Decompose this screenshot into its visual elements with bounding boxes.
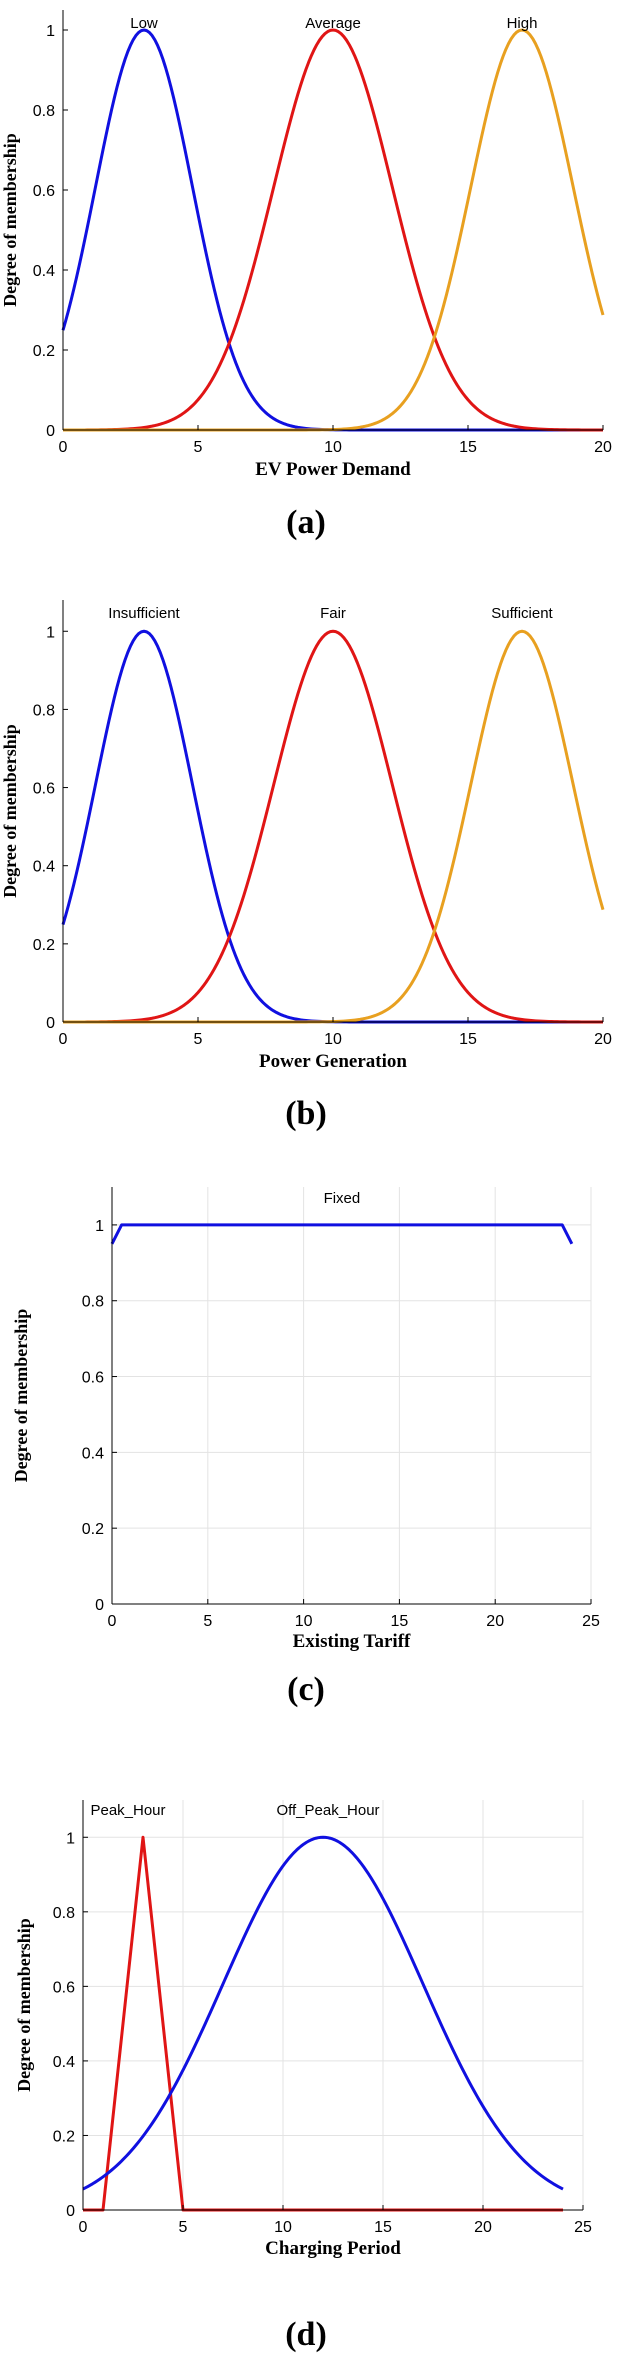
y-tick-label: 0.8 [33,702,55,719]
series-line-high [63,28,605,432]
chart-panel-0: Low Average High 0 5 10 15 20 0 0.2 0.4 0.6 0.8 1 EV P… [0,10,612,541]
y-tick-label: 0.8 [33,103,55,120]
y-axis-title: Degree of membership [0,724,20,898]
x-tick-label: 20 [594,1031,612,1048]
y-tick-label: 0.2 [33,343,55,360]
y-tick-label: 0.2 [53,2128,75,2145]
y-tick-label: 1 [95,1218,104,1235]
y-tick-label: 0.4 [33,859,55,876]
y-axis-title: Degree of membership [11,1309,31,1483]
y-tick-label: 0.6 [33,781,55,798]
x-tick-label: 20 [474,2219,492,2236]
y-tick-label: 0.2 [33,937,55,954]
set-label: Fair [320,605,346,622]
y-axis-title: Degree of membership [0,133,20,307]
y-tick-label: 0 [46,1015,55,1032]
y-tick-label: 0.2 [82,1521,104,1538]
x-tick-label: 25 [574,2219,592,2236]
y-tick-label: 0.8 [53,1905,75,1922]
set-label: Off_Peak_Hour [276,1802,379,1819]
x-axis-title: Power Generation [259,1051,407,1072]
set-label: High [507,15,538,32]
chart-panel-1: Insufficient Fair Sufficient 0 5 10 15 20 0 0.2 0.… [0,600,612,1132]
x-tick-label: 0 [59,1031,68,1048]
set-label: Average [305,15,361,32]
x-tick-label: 5 [203,1613,212,1630]
y-tick-label: 1 [46,624,55,641]
series-line-fair [62,629,604,1024]
x-tick-label: 10 [295,1613,313,1630]
set-label: Sufficient [491,605,553,622]
y-tick-label: 0.4 [33,263,55,280]
series-line-off-peak-hour [82,1835,564,2191]
x-tick-label: 5 [194,439,203,456]
set-label: Fixed [324,1190,361,1207]
chart-caption: (d) [285,2316,327,2353]
y-tick-label: 0 [46,423,55,440]
set-label: Insufficient [108,605,180,622]
y-tick-label: 0.4 [82,1445,104,1462]
x-tick-label: 15 [374,2219,392,2236]
chart-panel-2: Fixed 0 5 10 15 20 25 0 0.2 0.4 0.6 0.8 1 Existing Ta… [11,1187,600,1708]
x-tick-label: 10 [324,439,342,456]
x-tick-label: 5 [179,2219,188,2236]
y-tick-label: 0.4 [53,2054,75,2071]
set-label: Peak_Hour [90,1802,165,1819]
x-tick-label: 20 [486,1613,504,1630]
x-tick-label: 0 [108,1613,117,1630]
y-tick-label: 0.6 [33,183,55,200]
series-line-fixed [110,1223,574,1245]
series-line-insufficient [61,629,603,1024]
series-line-sufficient [63,629,605,1024]
x-tick-label: 0 [59,439,68,456]
x-axis-title: Existing Tariff [293,1631,411,1652]
set-label: Low [130,15,158,32]
y-tick-label: 0.8 [82,1294,104,1311]
x-tick-label: 10 [324,1031,342,1048]
y-tick-label: 0.6 [82,1370,104,1387]
x-tick-label: 15 [391,1613,409,1630]
x-axis-title: EV Power Demand [255,459,411,480]
chart-caption: (b) [285,1095,327,1132]
y-tick-label: 1 [46,23,55,40]
series-line-low [61,28,603,432]
chart-caption: (a) [286,504,326,541]
series-line-average [62,28,604,432]
x-tick-label: 15 [459,1031,477,1048]
x-tick-label: 10 [274,2219,292,2236]
x-tick-label: 0 [79,2219,88,2236]
y-tick-label: 0 [66,2203,75,2220]
y-tick-label: 0.6 [53,1979,75,1996]
series-line-peak-hour [83,1835,563,2212]
x-tick-label: 20 [594,439,612,456]
x-tick-label: 25 [582,1613,600,1630]
chart-caption: (c) [287,1671,325,1708]
y-tick-label: 0 [95,1597,104,1614]
chart-panel-3: Peak_Hour Off_Peak_Hour 0 5 10 15 20 25 0 0.2 0.4 0… [14,1800,592,2353]
x-tick-label: 5 [194,1031,203,1048]
y-tick-label: 1 [66,1830,75,1847]
y-axis-title: Degree of membership [14,1918,34,2092]
x-tick-label: 15 [459,439,477,456]
x-axis-title: Charging Period [265,2238,401,2259]
